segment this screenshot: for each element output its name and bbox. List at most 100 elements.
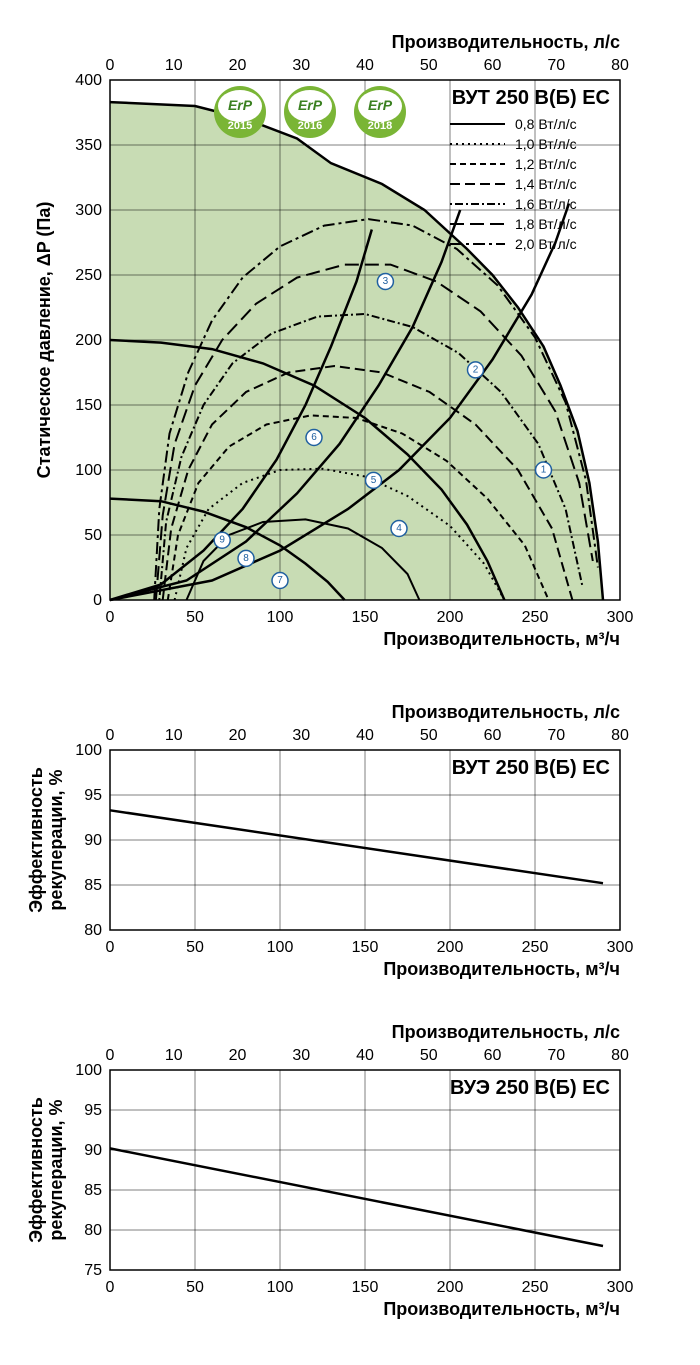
svg-text:1,4 Вт/л/с: 1,4 Вт/л/с xyxy=(515,176,577,192)
svg-text:1,2 Вт/л/с: 1,2 Вт/л/с xyxy=(515,156,577,172)
svg-text:80: 80 xyxy=(611,57,629,74)
svg-text:60: 60 xyxy=(484,1047,502,1064)
svg-text:0: 0 xyxy=(106,727,115,744)
svg-text:9: 9 xyxy=(219,535,225,546)
svg-text:Производительность, м³/ч: Производительность, м³/ч xyxy=(383,1299,620,1319)
svg-text:95: 95 xyxy=(84,787,102,804)
svg-text:80: 80 xyxy=(84,1222,102,1239)
svg-text:20: 20 xyxy=(229,57,247,74)
svg-text:рекуперации, %: рекуперации, % xyxy=(46,769,66,910)
svg-text:20: 20 xyxy=(229,727,247,744)
svg-text:80: 80 xyxy=(611,727,629,744)
svg-text:350: 350 xyxy=(75,137,102,154)
svg-text:ErP: ErP xyxy=(298,97,323,113)
svg-text:0: 0 xyxy=(93,592,102,609)
svg-text:250: 250 xyxy=(522,939,549,956)
svg-text:70: 70 xyxy=(547,57,565,74)
svg-text:100: 100 xyxy=(267,1279,294,1296)
svg-text:150: 150 xyxy=(352,609,379,626)
svg-text:2016: 2016 xyxy=(298,120,322,132)
svg-text:60: 60 xyxy=(484,727,502,744)
svg-text:10: 10 xyxy=(165,1047,183,1064)
svg-text:150: 150 xyxy=(352,939,379,956)
svg-text:90: 90 xyxy=(84,832,102,849)
svg-text:2,0 Вт/л/с: 2,0 Вт/л/с xyxy=(515,236,577,252)
svg-text:300: 300 xyxy=(75,202,102,219)
svg-text:1,0 Вт/л/с: 1,0 Вт/л/с xyxy=(515,136,577,152)
svg-text:85: 85 xyxy=(84,877,102,894)
svg-text:250: 250 xyxy=(522,1279,549,1296)
svg-text:300: 300 xyxy=(607,609,634,626)
svg-text:70: 70 xyxy=(547,727,565,744)
svg-text:1,6 Вт/л/с: 1,6 Вт/л/с xyxy=(515,196,577,212)
svg-text:40: 40 xyxy=(356,57,374,74)
svg-text:0: 0 xyxy=(106,1047,115,1064)
svg-text:2: 2 xyxy=(473,364,479,375)
svg-text:200: 200 xyxy=(75,332,102,349)
svg-text:90: 90 xyxy=(84,1142,102,1159)
efficiency-chart-vut: 0501001502002503000102030405060708080859… xyxy=(10,690,690,990)
svg-text:ErP: ErP xyxy=(368,97,393,113)
svg-text:200: 200 xyxy=(437,939,464,956)
svg-text:7: 7 xyxy=(277,575,283,586)
svg-text:75: 75 xyxy=(84,1262,102,1279)
svg-text:Производительность, м³/ч: Производительность, м³/ч xyxy=(383,959,620,979)
svg-text:ВУТ 250 В(Б) ЕС: ВУТ 250 В(Б) ЕС xyxy=(452,87,610,109)
svg-text:100: 100 xyxy=(267,939,294,956)
svg-text:ВУТ 250 В(Б) ЕС: ВУТ 250 В(Б) ЕС xyxy=(452,757,610,779)
svg-text:2018: 2018 xyxy=(368,120,392,132)
svg-text:Производительность, л/с: Производительность, л/с xyxy=(392,32,620,52)
svg-text:50: 50 xyxy=(420,57,438,74)
svg-text:50: 50 xyxy=(84,527,102,544)
svg-text:100: 100 xyxy=(267,609,294,626)
svg-text:300: 300 xyxy=(607,939,634,956)
svg-text:50: 50 xyxy=(420,727,438,744)
svg-text:1,8 Вт/л/с: 1,8 Вт/л/с xyxy=(515,216,577,232)
svg-text:50: 50 xyxy=(186,1279,204,1296)
svg-text:0: 0 xyxy=(106,939,115,956)
svg-text:2015: 2015 xyxy=(228,120,252,132)
svg-text:30: 30 xyxy=(292,727,310,744)
svg-text:200: 200 xyxy=(437,1279,464,1296)
svg-text:95: 95 xyxy=(84,1102,102,1119)
svg-text:ВУЭ 250 В(Б) ЕС: ВУЭ 250 В(Б) ЕС xyxy=(450,1077,610,1099)
svg-text:150: 150 xyxy=(75,397,102,414)
pressure-flow-chart: 0501001502002503000102030405060708005010… xyxy=(10,10,690,670)
svg-text:50: 50 xyxy=(186,939,204,956)
svg-text:рекуперации, %: рекуперации, % xyxy=(46,1099,66,1240)
svg-text:80: 80 xyxy=(611,1047,629,1064)
svg-text:ErP: ErP xyxy=(228,97,253,113)
svg-text:60: 60 xyxy=(484,57,502,74)
svg-text:1: 1 xyxy=(541,465,547,476)
svg-text:0,8 Вт/л/с: 0,8 Вт/л/с xyxy=(515,116,577,132)
svg-text:Производительность, л/с: Производительность, л/с xyxy=(392,702,620,722)
svg-text:200: 200 xyxy=(437,609,464,626)
svg-text:Эффективность: Эффективность xyxy=(26,1097,46,1243)
svg-text:10: 10 xyxy=(165,57,183,74)
svg-text:100: 100 xyxy=(75,1062,102,1079)
svg-text:50: 50 xyxy=(186,609,204,626)
svg-text:0: 0 xyxy=(106,1279,115,1296)
svg-text:Производительность, л/с: Производительность, л/с xyxy=(392,1022,620,1042)
svg-text:4: 4 xyxy=(396,523,402,534)
svg-text:100: 100 xyxy=(75,742,102,759)
svg-text:40: 40 xyxy=(356,727,374,744)
svg-text:250: 250 xyxy=(522,609,549,626)
svg-text:0: 0 xyxy=(106,609,115,626)
svg-text:8: 8 xyxy=(243,553,249,564)
svg-text:Эффективность: Эффективность xyxy=(26,767,46,913)
svg-text:3: 3 xyxy=(383,276,389,287)
svg-text:250: 250 xyxy=(75,267,102,284)
svg-text:70: 70 xyxy=(547,1047,565,1064)
svg-text:0: 0 xyxy=(106,57,115,74)
svg-text:150: 150 xyxy=(352,1279,379,1296)
svg-text:10: 10 xyxy=(165,727,183,744)
svg-text:50: 50 xyxy=(420,1047,438,1064)
svg-text:Производительность, м³/ч: Производительность, м³/ч xyxy=(383,629,620,649)
svg-text:100: 100 xyxy=(75,462,102,479)
efficiency-chart-vue: 0501001502002503000102030405060708075808… xyxy=(10,1010,690,1330)
svg-text:40: 40 xyxy=(356,1047,374,1064)
svg-text:85: 85 xyxy=(84,1182,102,1199)
svg-text:6: 6 xyxy=(311,432,317,443)
svg-text:20: 20 xyxy=(229,1047,247,1064)
